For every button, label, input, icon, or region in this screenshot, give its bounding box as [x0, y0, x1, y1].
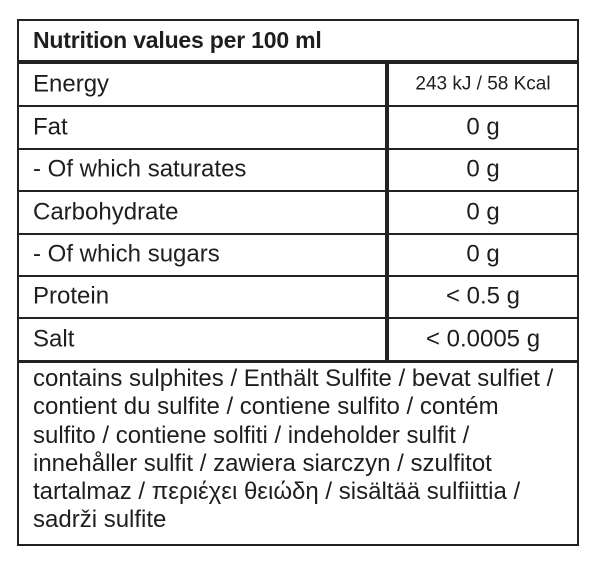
row-label: - Of which sugars [33, 240, 220, 268]
table-row-sugars: - Of which sugars 0 g [19, 235, 577, 277]
row-value: 0 g [466, 240, 500, 268]
row-value: 0 g [466, 112, 500, 140]
row-label: Protein [33, 282, 110, 310]
row-value: 0 g [466, 155, 500, 183]
table-row-protein: Protein < 0.5 g [19, 277, 577, 319]
nutrition-table: Nutrition values per 100 ml Energy 243 k… [17, 19, 579, 546]
table-row-carbohydrate: Carbohydrate 0 g [19, 192, 577, 235]
allergen-note: contains sulphites / Enthält Sulfite / b… [33, 365, 554, 534]
table-title: Nutrition values per 100 ml [33, 27, 322, 53]
table-header: Nutrition values per 100 ml [19, 21, 577, 64]
table-row-fat: Fat 0 g [19, 107, 577, 150]
row-value: < 0.0005 g [425, 324, 541, 352]
row-label: - Of which saturates [33, 155, 247, 183]
row-label: Salt [33, 324, 75, 352]
row-value: 243 kJ / 58 Kcal [415, 73, 551, 95]
row-value: 0 g [466, 197, 500, 225]
row-value: < 0.5 g [445, 282, 521, 310]
table-row-saturates: - Of which saturates 0 g [19, 150, 577, 192]
row-label: Carbohydrate [33, 197, 179, 225]
row-label: Fat [33, 112, 68, 140]
column-divider [385, 64, 389, 363]
table-row-salt: Salt < 0.0005 g [19, 319, 577, 363]
table-row-energy: Energy 243 kJ / 58 Kcal [19, 64, 577, 107]
row-label: Energy [33, 69, 110, 97]
